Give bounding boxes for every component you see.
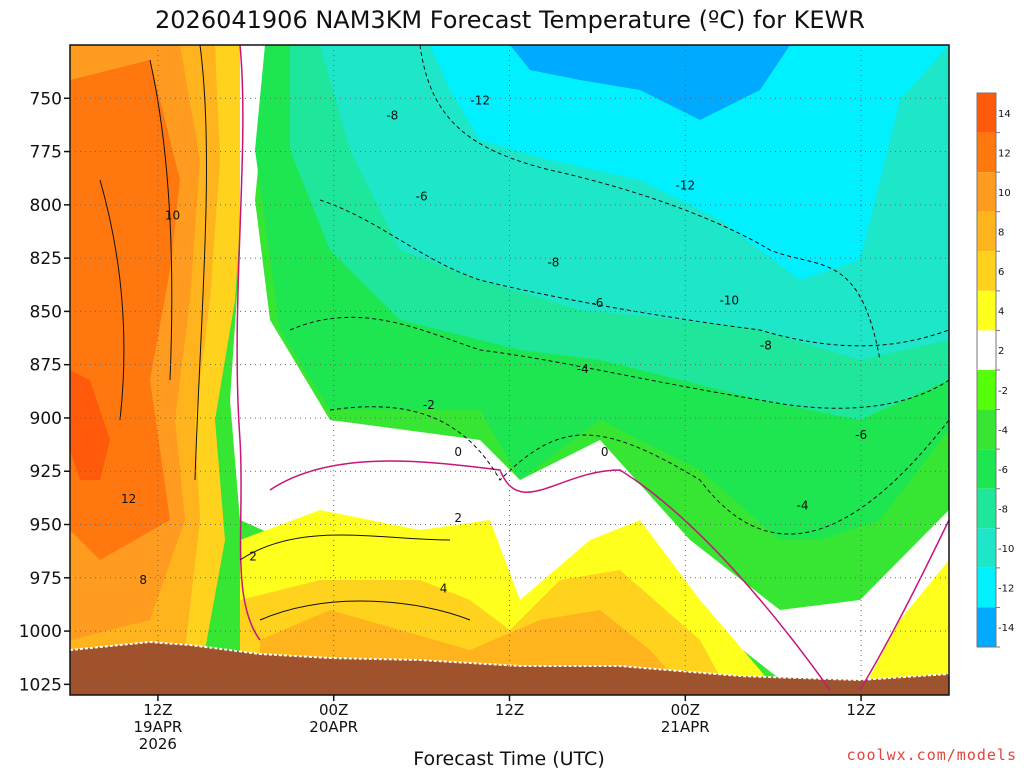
colorbar-swatch bbox=[977, 211, 996, 252]
colorbar-label: -8 bbox=[998, 505, 1008, 516]
colorbar-swatch bbox=[977, 409, 996, 450]
x-tick-label: 2026 bbox=[139, 735, 177, 753]
x-tick-label: 12Z bbox=[495, 701, 524, 719]
contour-label: -4 bbox=[577, 362, 589, 376]
colorbar-swatch bbox=[977, 449, 996, 489]
contour-label: 4 bbox=[440, 581, 448, 595]
temperature-field: 10 12 8 2 4 2 0 0 -2 -4 -6 -8 -6 -8 -12 -12 -10 -8 -6 -4 bbox=[70, 45, 949, 695]
colorbar-swatch bbox=[977, 251, 996, 291]
colorbar-label: -6 bbox=[998, 465, 1008, 476]
y-tick-label: 975 bbox=[30, 569, 62, 589]
colorbar-swatch bbox=[977, 93, 996, 133]
contour-label: -6 bbox=[416, 189, 428, 203]
y-tick-label: 1000 bbox=[19, 622, 62, 642]
x-tick-label: 20APR bbox=[309, 718, 358, 736]
contour-label: -4 bbox=[797, 498, 809, 512]
colorbar-label: 4 bbox=[998, 307, 1004, 318]
contour-label: 0 bbox=[454, 445, 462, 459]
colorbar-label: 6 bbox=[998, 267, 1004, 278]
x-tick-label: 19APR bbox=[133, 718, 182, 736]
colorbar: 14 12 10 8 6 4 2 -2 -4 -6 -8 -10 -12 -14 bbox=[976, 92, 1014, 648]
colorbar-label: 8 bbox=[998, 228, 1004, 239]
colorbar-label: -4 bbox=[998, 425, 1008, 436]
y-tick-label: 775 bbox=[30, 143, 62, 163]
contour-label: 12 bbox=[121, 492, 136, 506]
colorbar-label: 10 bbox=[998, 188, 1011, 199]
x-tick-label: 00Z bbox=[319, 701, 348, 719]
x-tick-label: 12Z bbox=[846, 701, 875, 719]
colorbar-label: 14 bbox=[998, 109, 1011, 120]
credit-link[interactable]: coolwx.com/models bbox=[846, 746, 1017, 764]
y-tick-label: 800 bbox=[30, 196, 62, 216]
contour-label: 0 bbox=[601, 445, 609, 459]
colorbar-label: -2 bbox=[998, 386, 1008, 397]
y-tick-label: 925 bbox=[30, 462, 62, 482]
y-tick-label: 825 bbox=[30, 249, 62, 269]
y-tick-label: 1025 bbox=[19, 675, 62, 695]
y-tick-label: 875 bbox=[30, 356, 62, 376]
contour-label: -8 bbox=[547, 255, 559, 269]
x-tick-label: 21APR bbox=[661, 718, 710, 736]
colorbar-swatch bbox=[977, 528, 996, 568]
x-tick-label: 00Z bbox=[671, 701, 700, 719]
colorbar-swatch bbox=[977, 330, 996, 370]
colorbar-label: -10 bbox=[998, 544, 1014, 555]
colorbar-swatch bbox=[977, 567, 996, 608]
colorbar-swatch bbox=[977, 488, 996, 529]
contour-label: 8 bbox=[139, 573, 147, 587]
contour-label: -8 bbox=[760, 338, 772, 352]
y-tick-label: 900 bbox=[30, 409, 62, 429]
colorbar-label: -14 bbox=[998, 623, 1014, 634]
contour-label: 10 bbox=[165, 208, 180, 222]
contour-label: -10 bbox=[719, 294, 739, 308]
colorbar-swatch bbox=[977, 290, 996, 331]
colorbar-label: 12 bbox=[998, 148, 1011, 159]
chart-title: 2026041906 NAM3KM Forecast Temperature (… bbox=[155, 6, 865, 34]
contour-label: 2 bbox=[249, 549, 257, 563]
colorbar-swatch bbox=[977, 607, 996, 647]
y-tick-label: 950 bbox=[30, 516, 62, 536]
colorbar-swatch bbox=[977, 370, 996, 410]
contour-label: -8 bbox=[386, 108, 398, 122]
colorbar-swatch bbox=[977, 172, 996, 212]
colorbar-label: 2 bbox=[998, 346, 1004, 357]
y-tick-label: 750 bbox=[30, 89, 62, 109]
contour-label: -6 bbox=[855, 428, 867, 442]
x-tick-label: 12Z bbox=[143, 701, 172, 719]
contour-label: -12 bbox=[675, 179, 695, 193]
contour-label: 2 bbox=[454, 511, 462, 525]
colorbar-swatch bbox=[977, 132, 996, 173]
contour-label: -12 bbox=[470, 93, 490, 107]
x-axis-label: Forecast Time (UTC) bbox=[413, 748, 604, 768]
contour-label: -2 bbox=[423, 398, 435, 412]
contour-label: -6 bbox=[591, 296, 603, 310]
y-tick-label: 850 bbox=[30, 302, 62, 322]
colorbar-label: -12 bbox=[998, 584, 1014, 595]
